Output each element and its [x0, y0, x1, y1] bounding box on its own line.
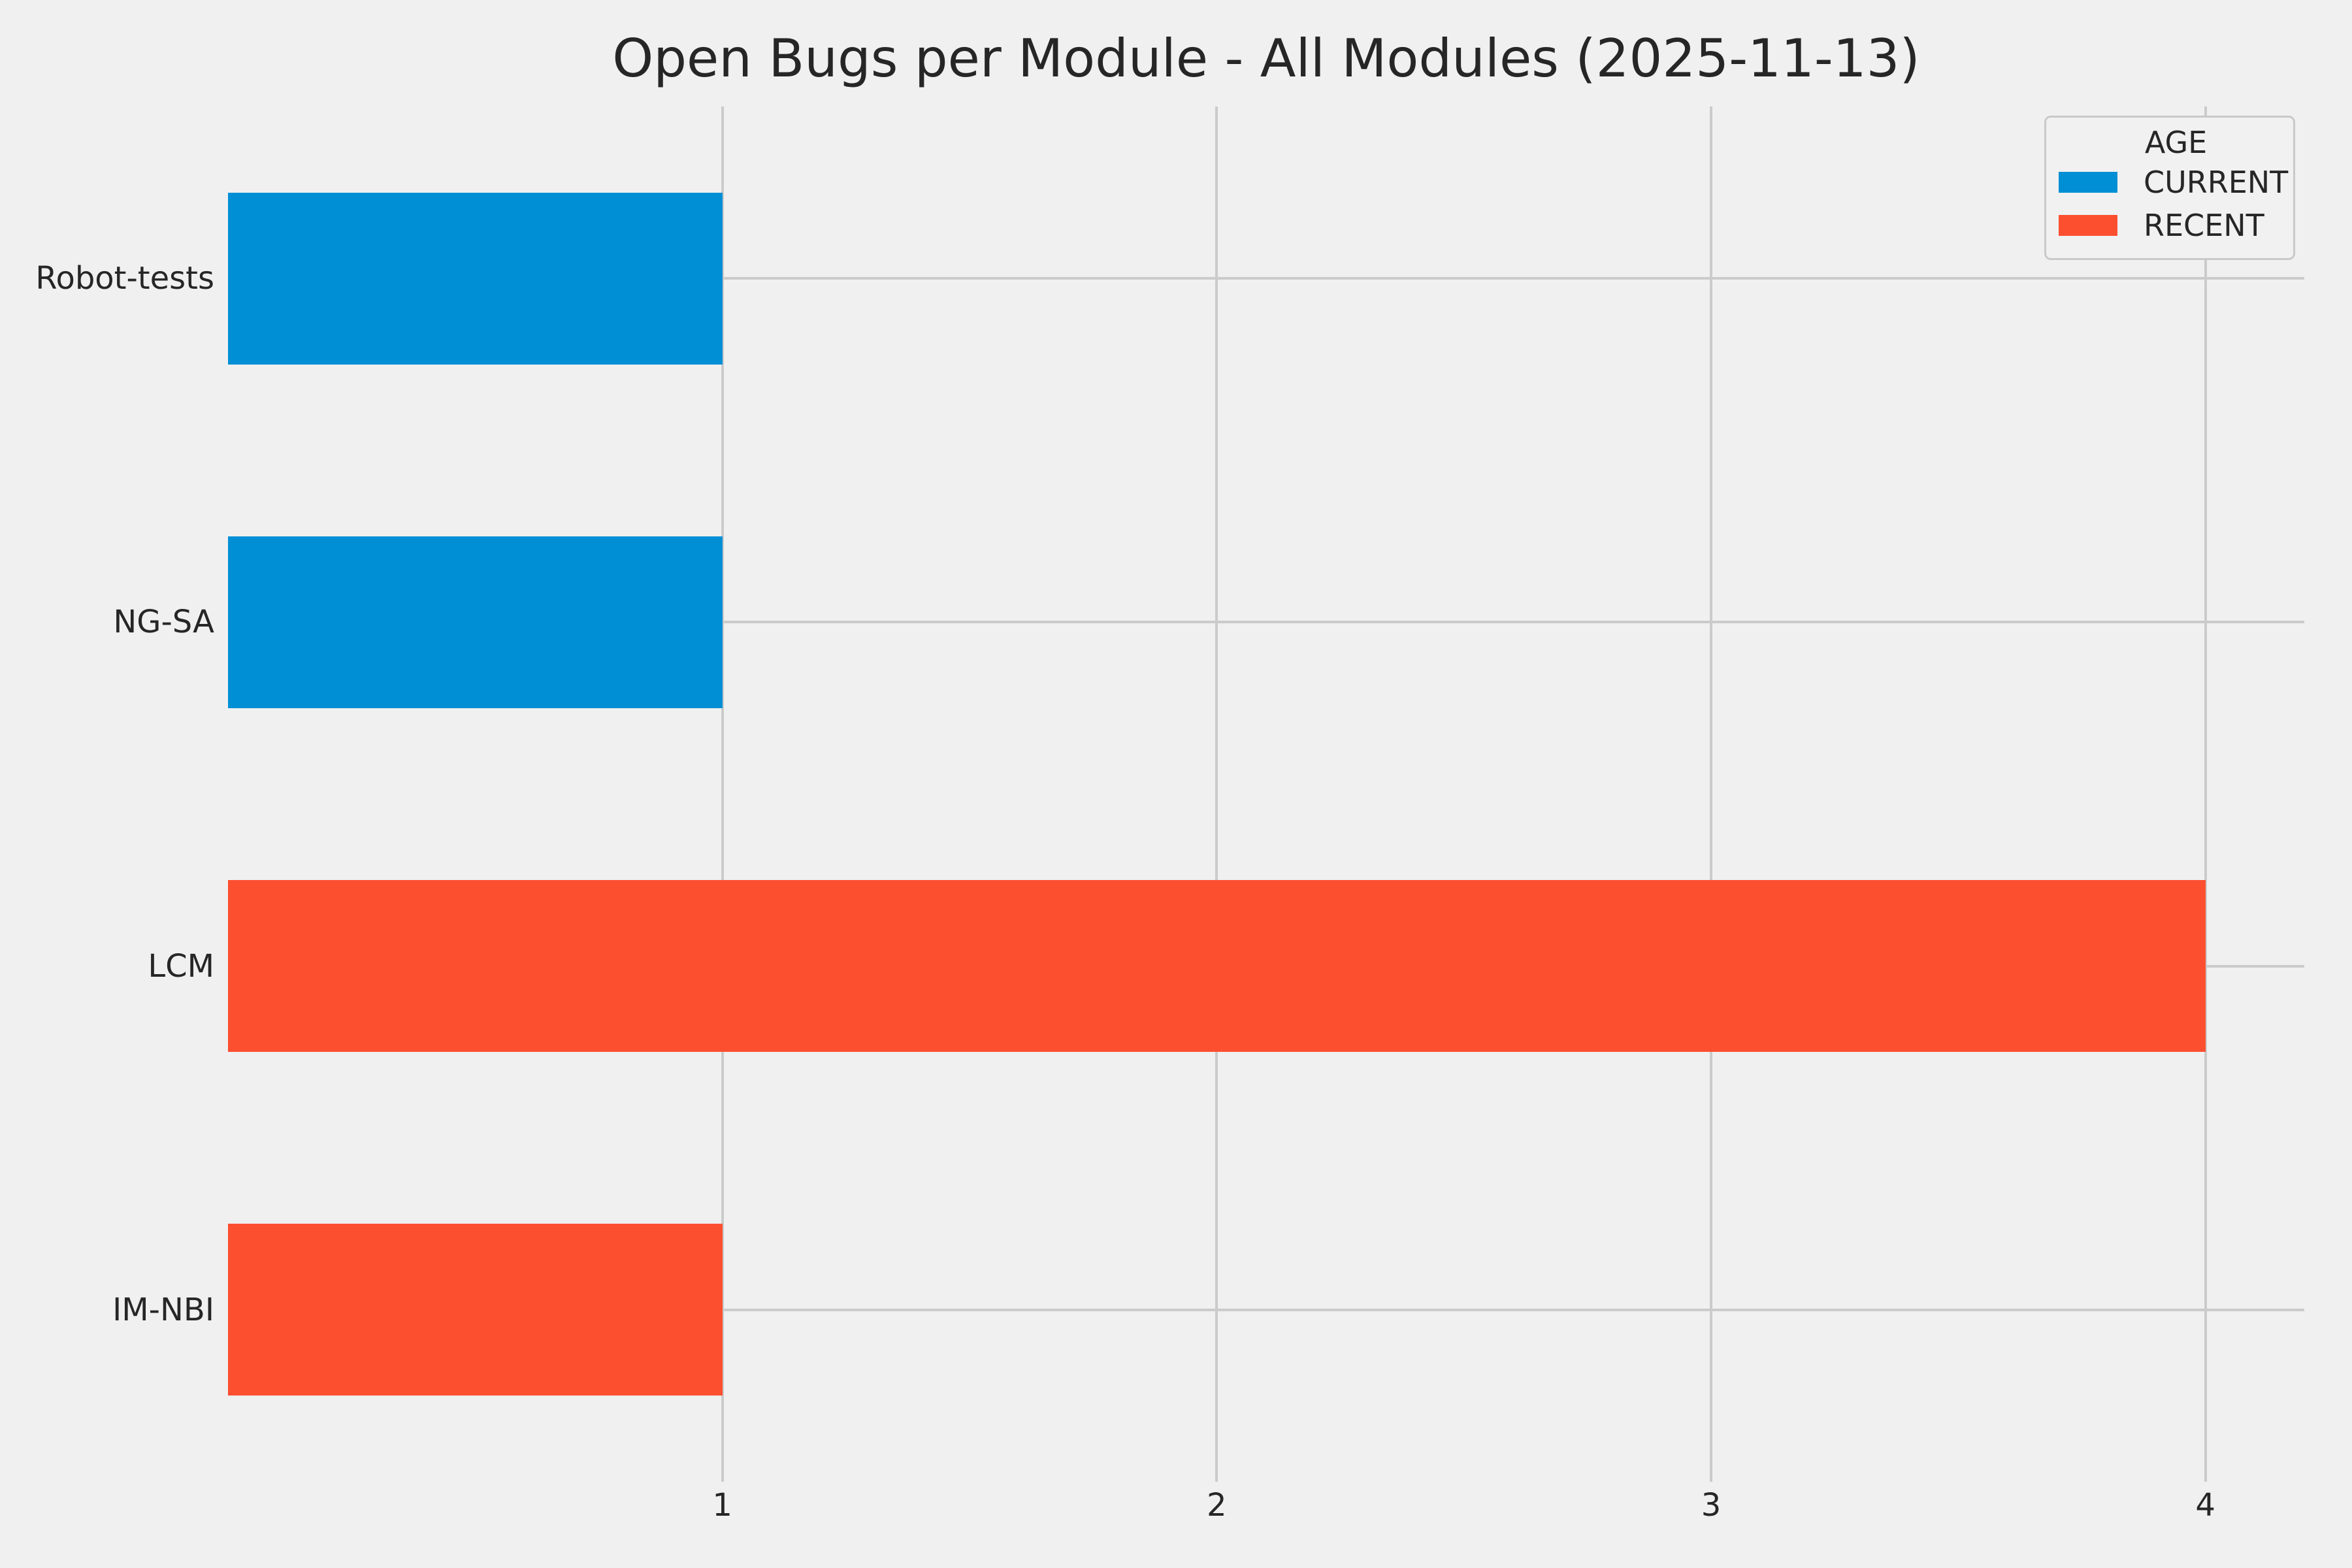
x-tick-label: 3 [1701, 1487, 1722, 1524]
bar-lcm-recent [228, 880, 2206, 1053]
bar-im-nbi-recent [228, 1224, 723, 1396]
bar-ng-sa-current [228, 536, 723, 708]
horizontal-gridline [228, 277, 2304, 280]
chart-title: Open Bugs per Module - All Modules (2025… [612, 28, 1920, 89]
legend-entry-current: CURRENT [2059, 161, 2293, 204]
x-tick-label: 4 [2195, 1487, 2215, 1524]
vertical-gridline [2204, 106, 2207, 1482]
y-category-label: NG-SA [113, 604, 214, 641]
legend-label-recent: RECENT [2144, 208, 2264, 243]
horizontal-gridline [228, 621, 2304, 624]
x-tick-label: 2 [1207, 1487, 1227, 1524]
bar-robot-tests-current [228, 192, 723, 365]
legend-title: AGE [2144, 125, 2208, 160]
legend-swatch-current [2059, 172, 2117, 193]
legend-label-current: CURRENT [2144, 165, 2289, 200]
horizontal-gridline [228, 1308, 2304, 1311]
vertical-gridline [721, 106, 724, 1482]
legend: AGE CURRENT RECENT [2044, 116, 2295, 260]
y-category-label: Robot-tests [35, 260, 214, 297]
y-category-label: LCM [148, 947, 214, 985]
vertical-gridline [1710, 106, 1712, 1482]
y-category-label: IM-NBI [112, 1291, 214, 1328]
vertical-gridline [1215, 106, 1218, 1482]
legend-swatch-recent [2059, 215, 2117, 236]
plot-area: 1 2 3 4 [228, 106, 2304, 1521]
y-axis-category-labels: Robot-tests NG-SA LCM IM-NBI [0, 106, 214, 1482]
legend-entry-recent: RECENT [2059, 204, 2293, 247]
x-tick-label: 1 [712, 1487, 732, 1524]
